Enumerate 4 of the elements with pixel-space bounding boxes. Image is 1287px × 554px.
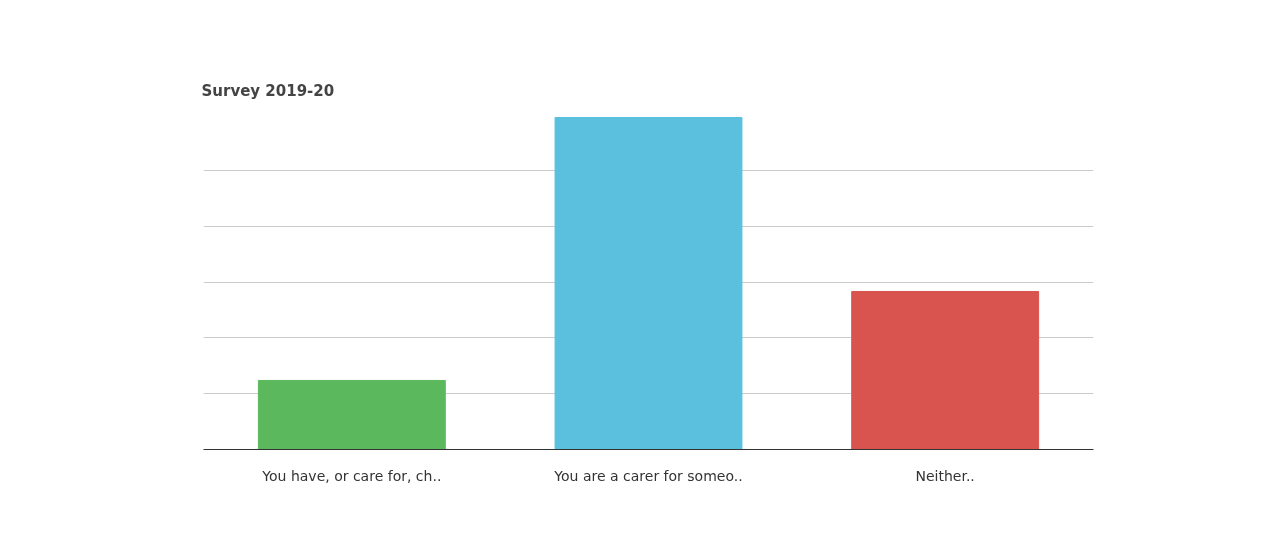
chart-title: Survey 2019-20 [201, 81, 335, 100]
x-tick-label: You have, or care for, ch.. [261, 467, 442, 484]
x-tick-label: Neither.. [915, 467, 975, 484]
x-tick-label: You are a carer for someo.. [553, 467, 743, 484]
